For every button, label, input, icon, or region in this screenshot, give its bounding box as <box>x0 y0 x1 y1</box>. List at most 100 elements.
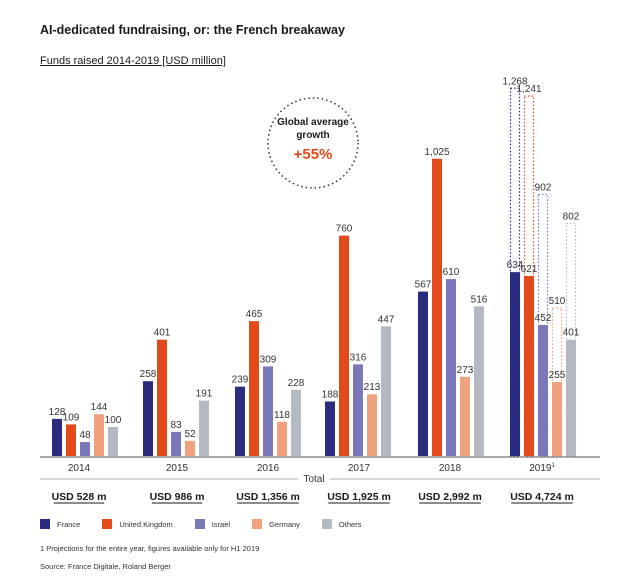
legend-label-france: France <box>57 519 81 529</box>
value-label-united-kingdom-2014: 109 <box>63 412 80 423</box>
bar-united-kingdom-2015 <box>157 339 167 456</box>
legend-swatch-france <box>40 519 50 529</box>
bubble-line1: Global average <box>277 117 349 128</box>
value-label-germany-2017: 213 <box>364 382 381 393</box>
value-label-france-2019: 634 <box>507 260 524 271</box>
bar-united-kingdom-2019 <box>524 275 534 456</box>
source-note: Source: France Digitale, Roland Berger <box>40 562 171 571</box>
bar-germany-2018 <box>460 376 470 456</box>
bar-france-2018 <box>418 291 428 456</box>
legend-label-israel: Israel <box>211 519 231 529</box>
bar-others-2019 <box>566 339 576 456</box>
total-value-2017: USD 1,925 m <box>327 491 391 503</box>
category-label-2019: 20191 <box>529 463 555 474</box>
legend-item-germany: Germany <box>252 519 300 529</box>
bar-united-kingdom-2017 <box>339 235 349 456</box>
category-label-2016: 2016 <box>257 463 280 474</box>
value-label-germany-2016: 118 <box>274 410 290 421</box>
bubble-value: +55% <box>294 146 333 163</box>
value-label-others-2017: 447 <box>378 314 395 325</box>
legend-swatch-germany <box>252 519 263 529</box>
value-label-germany-2018: 273 <box>457 365 474 376</box>
value-label-others-2018: 516 <box>471 294 488 305</box>
value-label-france-2017: 188 <box>322 389 339 400</box>
value-label-israel-2016: 309 <box>260 354 277 365</box>
bar-others-2016 <box>291 389 301 456</box>
total-value-2014: USD 528 m <box>52 491 107 503</box>
bar-germany-2019 <box>552 382 562 456</box>
value-label-israel-2017: 316 <box>350 352 367 363</box>
bar-others-2017 <box>381 326 391 456</box>
chart-title: AI-dedicated fundraising, or: the French… <box>40 23 345 37</box>
value-label-united-kingdom-2018: 1,025 <box>424 147 449 158</box>
category-label-2015: 2015 <box>166 463 189 474</box>
bar-france-2017 <box>325 401 335 456</box>
total-value-2018: USD 2,992 m <box>418 491 482 503</box>
value-label-others-2014: 100 <box>105 415 122 426</box>
value-label-germany-2019: 255 <box>549 370 566 381</box>
value-label-israel-2018: 610 <box>443 267 460 278</box>
legend-item-united-kingdom: United Kingdom <box>102 519 173 529</box>
legend-label-others: Others <box>338 519 362 529</box>
totals-row: Total USD 528 m USD 986 m USD 1,356 m USD 1… <box>40 474 600 504</box>
legend-item-france: France <box>40 519 80 529</box>
projection-label-israel: 902 <box>535 182 552 193</box>
bar-united-kingdom-2018 <box>432 158 442 456</box>
value-label-israel-2015: 83 <box>170 420 182 431</box>
legend: France United Kingdom Israel Germany Others <box>40 519 383 529</box>
value-label-others-2016: 228 <box>288 378 305 389</box>
legend-item-others: Others <box>321 519 362 529</box>
total-value-2016: USD 1,356 m <box>236 491 300 503</box>
bar-germany-2017 <box>367 394 377 456</box>
bar-france-2015 <box>143 381 153 456</box>
bar-france-2014 <box>52 418 62 456</box>
bar-france-2019 <box>510 272 520 456</box>
bar-france-2016 <box>235 386 245 456</box>
growth-bubble: Global average growth +55% <box>267 97 359 189</box>
total-label: Total <box>303 474 324 485</box>
value-label-france-2014: 128 <box>49 407 66 418</box>
projection-label-united-kingdom: 1,241 <box>516 84 541 95</box>
bar-others-2018 <box>474 306 484 456</box>
value-label-israel-2019: 452 <box>535 313 552 324</box>
legend-label-united-kingdom: United Kingdom <box>119 519 173 529</box>
bar-israel-2016 <box>263 366 273 456</box>
value-label-others-2015: 191 <box>196 389 213 400</box>
footnote: 1 Projections for the entire year, figur… <box>40 544 260 553</box>
total-value-2019: USD 4,724 m <box>510 491 574 503</box>
bar-united-kingdom-2016 <box>249 321 259 456</box>
value-label-germany-2015: 52 <box>184 429 196 440</box>
bar-united-kingdom-2014 <box>66 424 76 456</box>
value-label-germany-2014: 144 <box>91 402 108 413</box>
bar-israel-2014 <box>80 442 90 456</box>
bar-israel-2015 <box>171 431 181 456</box>
total-value-2015: USD 986 m <box>150 491 205 503</box>
category-label-2017: 2017 <box>348 463 371 474</box>
projection-label-france: 1,268 <box>502 76 527 87</box>
bubble-circle <box>267 97 359 189</box>
bar-others-2014 <box>108 427 118 456</box>
value-label-israel-2014: 48 <box>79 430 91 441</box>
legend-swatch-united-kingdom <box>102 519 113 529</box>
bar-germany-2015 <box>185 440 195 456</box>
projection-label-germany: 510 <box>549 296 566 307</box>
bubble-line2: growth <box>296 130 329 141</box>
value-label-united-kingdom-2019: 621 <box>521 264 538 275</box>
category-labels: 2014 2015 2016 2017 2018 20191 <box>68 463 556 474</box>
bar-israel-2017 <box>353 364 363 456</box>
value-label-others-2019: 401 <box>563 328 580 339</box>
value-label-france-2015: 258 <box>140 369 157 380</box>
bar-others-2015 <box>199 400 209 456</box>
legend-label-germany: Germany <box>269 519 300 529</box>
bar-germany-2016 <box>277 421 287 456</box>
bar-israel-2019 <box>538 324 548 456</box>
category-label-2018: 2018 <box>439 463 462 474</box>
legend-item-israel: Israel <box>194 519 231 529</box>
category-label-2014: 2014 <box>68 463 91 474</box>
value-label-united-kingdom-2016: 465 <box>246 309 263 320</box>
legend-swatch-israel <box>194 519 205 529</box>
bar-germany-2014 <box>94 414 104 456</box>
chart-subtitle: Funds raised 2014-2019 [USD million] <box>40 55 226 67</box>
